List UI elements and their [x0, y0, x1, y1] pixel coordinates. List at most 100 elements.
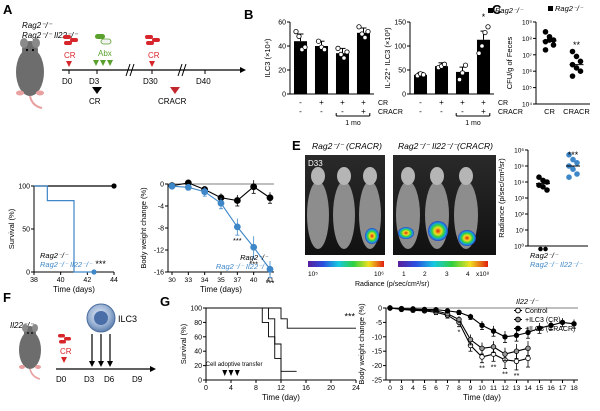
label-f-d3: D3 — [84, 375, 95, 384]
data-point — [570, 156, 576, 163]
y-tick-label: 60 — [194, 334, 202, 341]
cracr-sample-arrow-icon — [170, 87, 180, 94]
legend-label: Rag2⁻/⁻ — [495, 6, 524, 15]
data-point — [266, 265, 274, 273]
data-point — [250, 243, 258, 251]
abx-label: Abx — [98, 49, 112, 58]
y-tick-label: 10⁸ — [522, 36, 532, 43]
legend-swatch — [515, 316, 521, 323]
y-tick-label: 0 — [160, 182, 164, 189]
condition-mark: + — [439, 98, 444, 107]
y-tick-label: 10⁶ — [522, 69, 532, 76]
condition-mark: + — [319, 98, 324, 107]
survival-curve — [34, 185, 94, 273]
data-point — [441, 61, 448, 67]
chart-d-body-weight: 30 33 34 35 37 40 41 0 -4 -8 -12 -16 Time (days) Body… — [139, 179, 275, 294]
color-scale-1 — [308, 261, 384, 267]
transfer-arrowhead-2-icon — [98, 361, 104, 367]
transfer-arrowhead-3-icon — [107, 361, 113, 367]
data-point — [410, 306, 416, 312]
panel-c-letter: C — [492, 2, 502, 17]
panel-a: A Rag2⁻/⁻ Rag2⁻/⁻ Il22⁻/⁻ CR Abx — [3, 2, 246, 109]
y-tick-label: 0 — [26, 270, 30, 277]
legend-label: +ILC3 (CRACR) — [525, 326, 575, 333]
data-point — [573, 65, 580, 71]
y-tick-label: 10ⁱ — [516, 227, 524, 235]
scale2-unit: x10⁸ — [476, 271, 489, 278]
condition-mark: - — [341, 107, 344, 116]
data-point — [421, 306, 428, 313]
y-tick-label: 150 — [394, 20, 406, 27]
series-label: Rag2⁻/⁻ — [240, 253, 269, 262]
y-tick-label: -16 — [154, 270, 164, 277]
x-tick-label: 7 — [446, 385, 450, 392]
data-point — [542, 47, 549, 53]
series-label: Rag2⁻/⁻ — [40, 251, 69, 260]
scale2-tick-1: 1 — [402, 271, 406, 278]
y-tick-label: -10 — [372, 334, 382, 341]
cr-pills-icon — [63, 35, 78, 45]
x-tick-label: 12 — [501, 385, 509, 392]
color-scale-2 — [398, 261, 488, 267]
data-point — [513, 358, 520, 364]
x-tick-label: 24 — [352, 385, 360, 392]
significance-marker: *** — [266, 279, 275, 288]
x-tick-label: 8 — [254, 385, 258, 392]
data-point — [479, 322, 485, 328]
x-axis-label: Time (day) — [463, 393, 501, 402]
scale2-tick-2: 2 — [423, 271, 427, 278]
data-point — [433, 307, 439, 313]
data-point — [459, 70, 466, 76]
cracr-sample-label: CRACR — [158, 97, 187, 106]
y-axis-label: Body weight change (%) — [139, 187, 148, 269]
abx-pills-icon — [95, 34, 112, 45]
x-axis-label: Time (days) — [200, 285, 242, 294]
y-axis-label: Body weight change (%) — [357, 303, 366, 385]
data-point — [570, 166, 576, 172]
x-tick-label: 33 — [185, 277, 193, 284]
y-tick-label: -5 — [376, 320, 382, 327]
data-point — [302, 44, 308, 50]
y-tick-label: 10⁹ — [522, 20, 532, 27]
bar — [335, 53, 350, 94]
ilc3-cell-icon — [86, 303, 116, 333]
significance-marker: ** — [514, 371, 520, 380]
x-category-label: CR — [544, 107, 555, 116]
y-tick-label: -8 — [158, 226, 164, 233]
panel-e-letter: E — [292, 138, 301, 153]
timeline-arrowhead-f-icon — [150, 366, 156, 372]
chart-g-body-weight: 0 3 4 5 6 7 8 9 10 11 12 13 14 15 16 17 180-5-10-15-20-2… — [357, 297, 578, 402]
condition-label: CR — [378, 100, 388, 107]
data-point — [479, 354, 485, 360]
transfer-arrow-icon — [222, 370, 228, 376]
series-label: Rag2⁻/⁻ — [530, 251, 559, 260]
ilc3-label: ILC3 — [118, 314, 137, 324]
period-label: 1 mo — [465, 120, 481, 127]
y-tick-label: 10⁷ — [522, 52, 532, 59]
data-point — [341, 55, 347, 61]
cr-sample-arrow-icon — [92, 87, 102, 94]
data-point — [577, 58, 584, 65]
significance-marker: *** — [344, 312, 355, 322]
data-point — [502, 334, 508, 340]
data-point — [577, 68, 584, 74]
x-tick-label: 35 — [217, 277, 225, 284]
x-tick-label: 16 — [302, 385, 310, 392]
condition-mark: - — [419, 107, 422, 116]
condition-mark: + — [481, 107, 486, 116]
y-tick-label: 0 — [402, 92, 406, 99]
x-tick-label: 4 — [229, 385, 233, 392]
panel-a-letter: A — [3, 2, 13, 17]
scale-caption: Radiance (p/sec/cm²/sr) — [355, 281, 429, 288]
data-point — [467, 336, 474, 343]
y-axis-label: ILC3 (×10⁴) — [263, 38, 272, 77]
x-tick-label: 44 — [110, 277, 118, 284]
chart-c-cfu: 10⁴ 10⁵ 10⁶ 10⁷ 10⁸ 10⁹ CFU/g of Feces CR CRACR *… — [492, 2, 590, 116]
zero-data-point — [538, 246, 543, 252]
x-tick-label: 4 — [411, 385, 415, 392]
chart-g-survival: 0 4 8 12 16 20 24 0 20 40 60 80 100 Time (day) Surviva… — [160, 294, 360, 402]
x-tick-label: 0 — [388, 385, 392, 392]
chart-e-radiance: 10⁰ 10ⁱ 10² 10³ 10⁴ 10⁵ 10⁶ Radiance (p/sec/cm²… — [497, 148, 588, 269]
x-tick-label: 41 — [266, 277, 274, 284]
